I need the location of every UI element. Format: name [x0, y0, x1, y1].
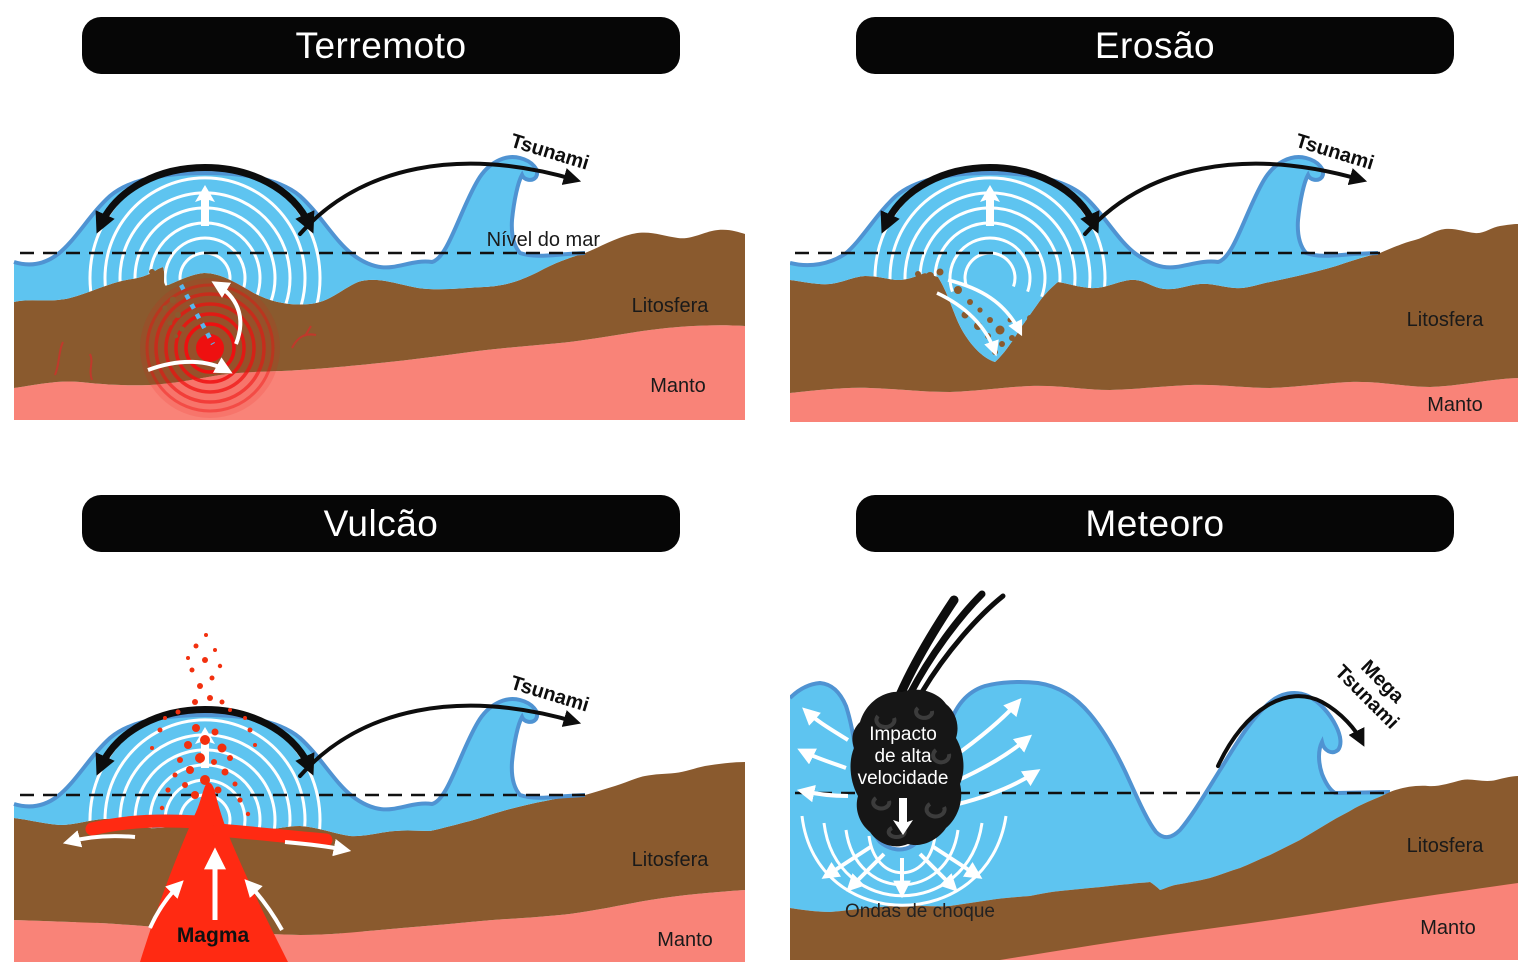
mantle-layer — [14, 325, 745, 420]
slide-arrows — [936, 278, 1023, 357]
title-erosao-text: Erosão — [1094, 24, 1216, 66]
title-meteoro: Meteoro — [856, 495, 1454, 552]
title-meteoro-text: Meteoro — [1085, 502, 1225, 544]
mantle-label: Manto — [657, 929, 713, 951]
magma-label: Magma — [177, 924, 250, 947]
tsunami-arrow — [1083, 161, 1368, 236]
crest-spread-arrow — [880, 164, 1100, 234]
mantle-layer — [1000, 883, 1518, 960]
impact-label-line1: Impacto — [869, 724, 937, 745]
fault-debris — [149, 269, 215, 346]
panel-vulcao: Vulcão — [0, 487, 768, 974]
panel-terremoto: Terremoto — [0, 0, 768, 487]
scene-erosao: Tsunami Litosfera Manto — [790, 130, 1518, 422]
epicenter — [140, 278, 280, 418]
scene-terremoto: Tsunami Nível do mar Litosfera Manto — [13, 130, 745, 420]
tsunami-arrow — [298, 161, 582, 236]
title-vulcao-text: Vulcão — [323, 502, 439, 544]
scene-meteoro: Impacto de alta velocidade Mega Tsunami … — [790, 590, 1518, 960]
impact-label-line2: de alta — [874, 746, 931, 767]
water-layer — [790, 155, 1379, 362]
water-surface-outline — [13, 155, 586, 270]
magma-flow-arrows — [62, 830, 352, 931]
mantle-label: Manto — [1427, 394, 1483, 416]
lithosphere-label: Litosfera — [632, 849, 710, 871]
sea-level-label: Nível do mar — [487, 229, 601, 251]
title-vulcao: Vulcão — [82, 495, 680, 552]
mantle-label: Manto — [1420, 917, 1476, 939]
lithosphere-label: Litosfera — [1407, 835, 1485, 857]
uplift-arrow-icon — [980, 185, 1000, 226]
panel-meteoro: Meteoro — [768, 487, 1536, 974]
impact-down-arrow-icon — [893, 798, 913, 835]
uplift-arrow-icon — [195, 185, 215, 226]
tsunami-arrow — [298, 703, 582, 778]
shock-wave-arrows — [821, 844, 983, 899]
panel-erosao: Erosão — [768, 0, 1536, 487]
meteor-craters — [871, 706, 952, 840]
title-terremoto: Terremoto — [82, 17, 680, 74]
water-surface-outline — [790, 155, 1379, 270]
shock-waves-label: Ondas de choque — [845, 901, 995, 922]
rock-cracks — [54, 325, 317, 381]
mantle-label: Manto — [650, 375, 706, 397]
crest-spread-arrow — [95, 164, 315, 234]
title-erosao: Erosão — [856, 17, 1454, 74]
water-surface-outline — [13, 697, 586, 812]
fault-motion-arrows — [147, 281, 243, 374]
scene-vulcao: Tsunami Magma Litosfera Manto — [13, 633, 745, 962]
uplift-arrow-icon — [195, 727, 215, 768]
mega-tsunami-arrow — [1216, 694, 1365, 768]
meteor-trails — [892, 590, 1006, 707]
mantle-layer — [790, 378, 1518, 422]
lithosphere-label: Litosfera — [632, 295, 710, 317]
lithosphere-label: Litosfera — [1407, 309, 1485, 331]
tephra-particles — [150, 633, 257, 817]
impact-label-line3: velocidade — [858, 768, 949, 789]
crest-spread-arrow — [95, 706, 315, 776]
title-terremoto-text: Terremoto — [295, 24, 467, 66]
lithosphere-layer — [790, 224, 1518, 393]
meteor: Impacto de alta velocidade — [850, 689, 964, 847]
